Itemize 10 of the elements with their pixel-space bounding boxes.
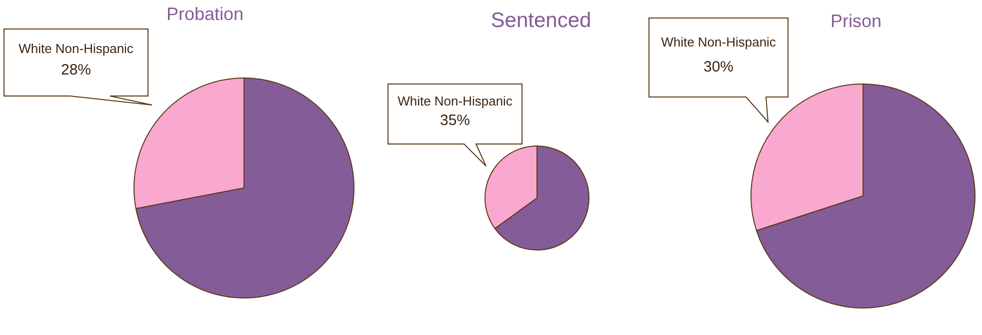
data-label: 35%	[440, 112, 470, 129]
data-label: 28%	[60, 62, 92, 79]
chart-title: Sentenced	[490, 9, 592, 32]
slice-label: White Non-Hispanic	[18, 41, 134, 56]
slice-label: White Non-Hispanic	[398, 94, 513, 109]
pie-slice	[135, 78, 354, 298]
chart-title: Prison	[830, 11, 882, 31]
slice-label: White Non-Hispanic	[661, 34, 776, 50]
data-label: 30%	[703, 58, 734, 76]
chart-title: Probation	[166, 4, 244, 24]
